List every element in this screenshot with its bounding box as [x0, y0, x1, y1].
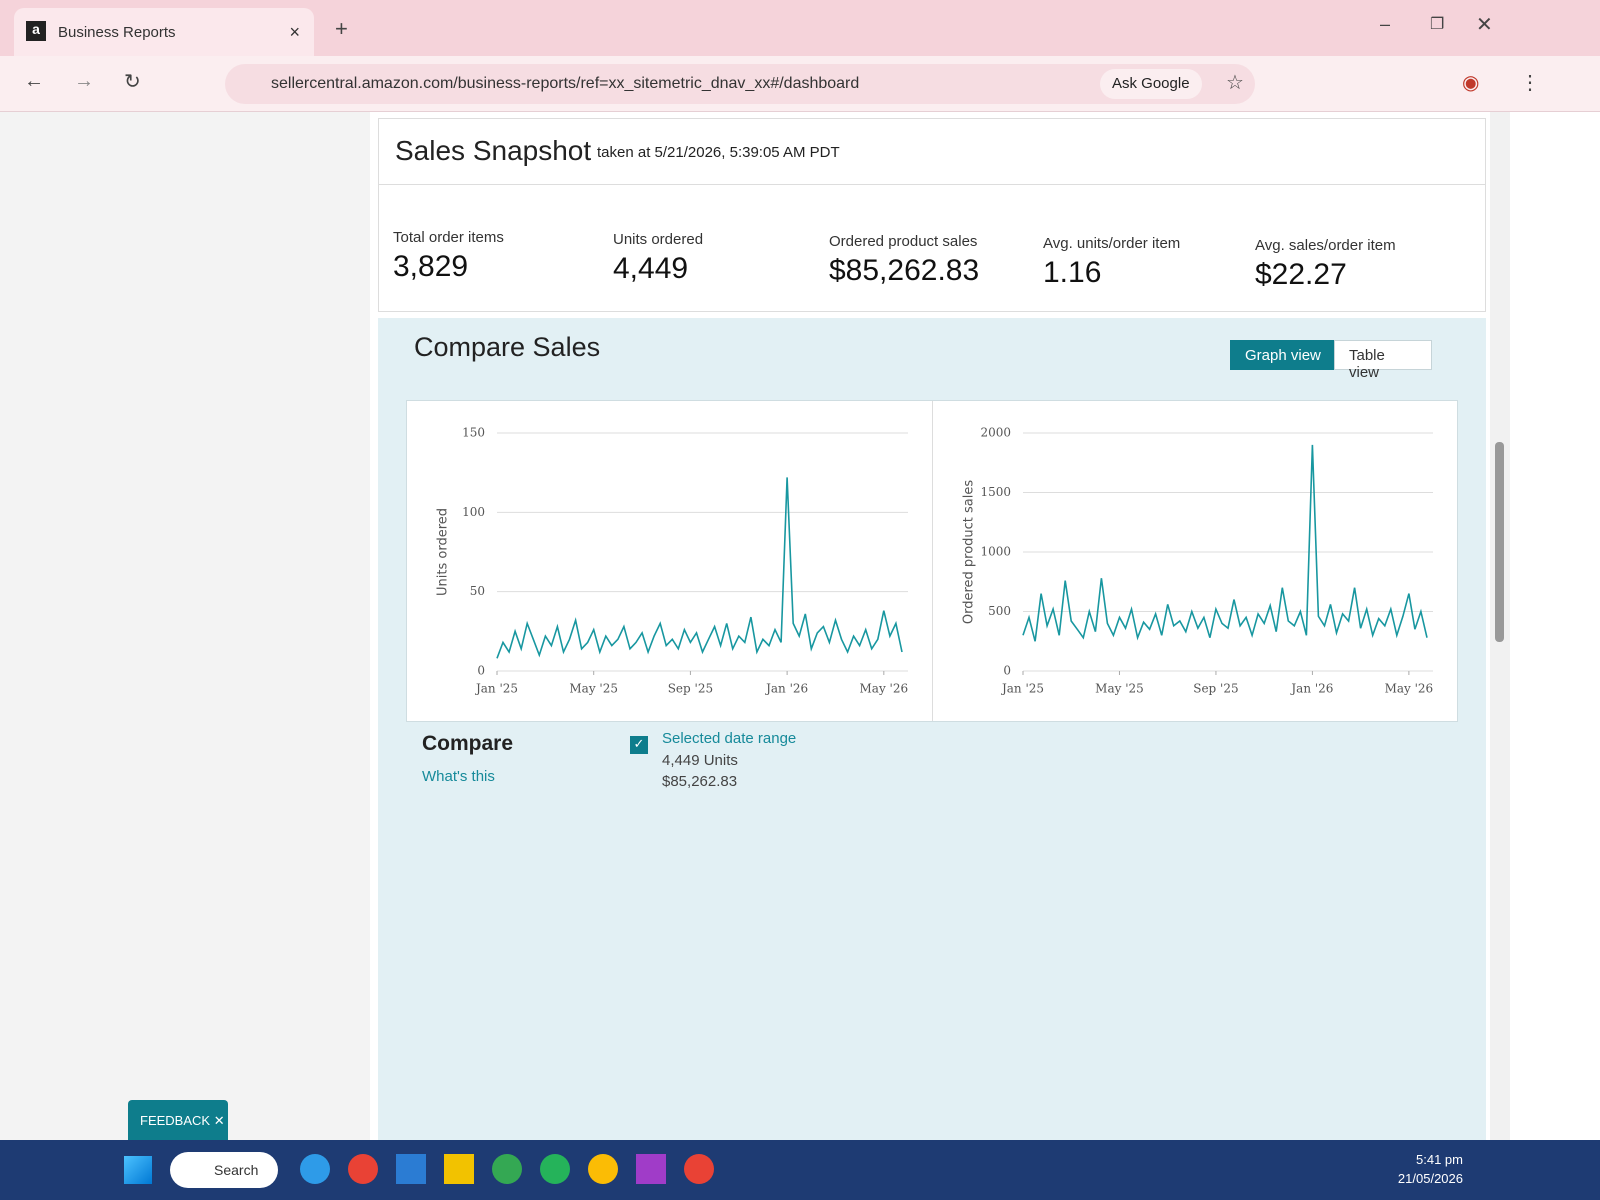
- metric-label: Ordered product sales: [829, 233, 978, 250]
- range-label: Selected date range: [662, 730, 797, 747]
- y-tick-label: 50: [470, 584, 485, 598]
- snapshot-title: Sales Snapshot: [395, 135, 592, 166]
- metric-label: Total order items: [393, 229, 504, 246]
- new-tab[interactable]: +: [335, 16, 348, 41]
- start-button[interactable]: [124, 1156, 152, 1184]
- metric-label: Avg. sales/order item: [1255, 237, 1396, 254]
- browser-tab[interactable]: a Business Reports ×: [14, 8, 314, 56]
- forward[interactable]: →: [74, 70, 94, 92]
- compare-sales-title: Compare Sales: [414, 332, 601, 362]
- reload[interactable]: ↻: [124, 71, 141, 93]
- compare-title: Compare: [422, 732, 514, 755]
- line-series: [496, 477, 903, 659]
- address-bar: ← → ↻ sellercentral.amazon.com/business-…: [0, 56, 1600, 112]
- taskbar: Search 5:41 pm 21/05/2026: [0, 1140, 1600, 1200]
- tab-close[interactable]: ×: [289, 22, 300, 42]
- metric-value: $85,262.83: [829, 254, 980, 287]
- tab-title: Business Reports: [58, 24, 176, 41]
- metric-value: 4,449: [613, 252, 689, 285]
- minimize[interactable]: –: [1380, 14, 1391, 34]
- app-icon[interactable]: [492, 1154, 522, 1184]
- taskbar-search[interactable]: Search: [170, 1152, 278, 1188]
- x-tick-label: Jan '26: [764, 682, 808, 696]
- sidebar: [0, 112, 370, 1140]
- close-window[interactable]: ✕: [1476, 14, 1493, 36]
- menu[interactable]: ⋮: [1520, 72, 1540, 94]
- x-tick-label: May '25: [569, 682, 618, 696]
- range-units: 4,449 Units: [662, 752, 738, 769]
- snapshot-time: taken at 5/21/2026, 5:39:05 AM PDT: [597, 144, 840, 161]
- metric: Avg. units/order item 1.16: [1043, 235, 1253, 290]
- sales-snapshot: Sales Snapshot taken at 5/21/2026, 5:39:…: [378, 118, 1486, 312]
- back[interactable]: ←: [24, 70, 44, 92]
- x-tick-label: Sep '25: [1193, 682, 1238, 696]
- metric: Avg. sales/order item $22.27: [1255, 237, 1465, 292]
- metric-label: Units ordered: [613, 231, 704, 248]
- x-tick-label: May '26: [860, 682, 909, 696]
- feedback-tab[interactable]: FEEDBACK ✕: [128, 1100, 228, 1140]
- metric-value: $22.27: [1255, 258, 1347, 291]
- taskbar-apps: [300, 1154, 770, 1186]
- x-tick-label: Jan '25: [1000, 682, 1044, 696]
- bookmark[interactable]: ☆: [1226, 72, 1244, 94]
- table-view-button[interactable]: Table view: [1334, 340, 1432, 381]
- x-tick-label: May '26: [1385, 682, 1434, 696]
- app-icon[interactable]: [300, 1154, 330, 1184]
- y-tick-label: 0: [477, 664, 485, 678]
- favicon: a: [26, 21, 46, 41]
- y-tick-label: 150: [462, 426, 485, 440]
- profile[interactable]: ◉: [1462, 72, 1480, 94]
- y-tick-label: 1000: [980, 545, 1011, 559]
- app-icon[interactable]: [588, 1154, 618, 1184]
- y-tick-label: 2000: [980, 426, 1011, 440]
- app-icon[interactable]: [540, 1154, 570, 1184]
- snapshot-header: Sales Snapshot taken at 5/21/2026, 5:39:…: [379, 119, 1485, 185]
- clock-time: 5:41 pm: [1416, 1152, 1463, 1167]
- units-chart: 0 50 100 150 Jan '25 May '25 Sep '25 Jan '26 May…: [436, 426, 909, 696]
- range-checkbox[interactable]: ✓: [630, 736, 648, 754]
- metric: Total order items 3,829: [393, 229, 603, 284]
- x-tick-label: May '25: [1095, 682, 1144, 696]
- restore[interactable]: ❐: [1430, 16, 1445, 33]
- app-icon[interactable]: [396, 1154, 426, 1184]
- whats-this-link[interactable]: What's this: [422, 768, 495, 785]
- compare-sales: Compare Sales Graph view Table view 0 50 1…: [378, 318, 1486, 1140]
- app-icon[interactable]: [684, 1154, 714, 1184]
- app-icon[interactable]: [444, 1154, 474, 1184]
- scrollbar[interactable]: [1490, 112, 1510, 1140]
- ask-google-label: Ask Google: [1112, 75, 1190, 92]
- metric-value: 3,829: [393, 250, 469, 283]
- line-series: [1022, 444, 1428, 642]
- y-axis-label: Ordered product sales: [962, 480, 977, 625]
- url-field[interactable]: sellercentral.amazon.com/business-report…: [225, 64, 1255, 104]
- clock-date: 21/05/2026: [1397, 1171, 1463, 1186]
- chart-divider: [932, 401, 933, 721]
- sales-chart: 0 500 1000 1500 2000 Jan '25 May '25 Sep '25 Jan…: [962, 426, 1434, 696]
- metric-value: 1.16: [1043, 256, 1102, 289]
- feedback-label: FEEDBACK: [140, 1113, 211, 1128]
- app-icon[interactable]: [636, 1154, 666, 1184]
- y-tick-label: 1500: [980, 485, 1011, 499]
- x-tick-label: Jan '25: [474, 682, 518, 696]
- tab-bar: a Business Reports × + – ❐ ✕: [0, 0, 1600, 56]
- x-tick-label: Sep '25: [668, 682, 713, 696]
- app-icon[interactable]: [348, 1154, 378, 1184]
- metric: Units ordered 4,449: [613, 231, 823, 286]
- y-tick-label: 500: [988, 604, 1011, 618]
- ask-google[interactable]: Ask Google: [1100, 69, 1202, 99]
- x-tick-label: Jan '26: [1289, 682, 1333, 696]
- scroll-thumb[interactable]: [1495, 442, 1504, 642]
- y-tick-label: 100: [462, 505, 485, 519]
- y-axis-label: Units ordered: [436, 508, 451, 596]
- y-tick-label: 0: [1003, 664, 1011, 678]
- range-sales: $85,262.83: [662, 773, 738, 790]
- metric: Ordered product sales $85,262.83: [829, 233, 1039, 288]
- url: sellercentral.amazon.com/business-report…: [271, 75, 860, 92]
- search-label: Search: [214, 1162, 259, 1178]
- metric-label: Avg. units/order item: [1043, 235, 1181, 252]
- charts: 0 50 100 150 Jan '25 May '25 Sep '25 Jan '26 May…: [406, 400, 1458, 722]
- graph-view-button[interactable]: Graph view: [1230, 340, 1336, 370]
